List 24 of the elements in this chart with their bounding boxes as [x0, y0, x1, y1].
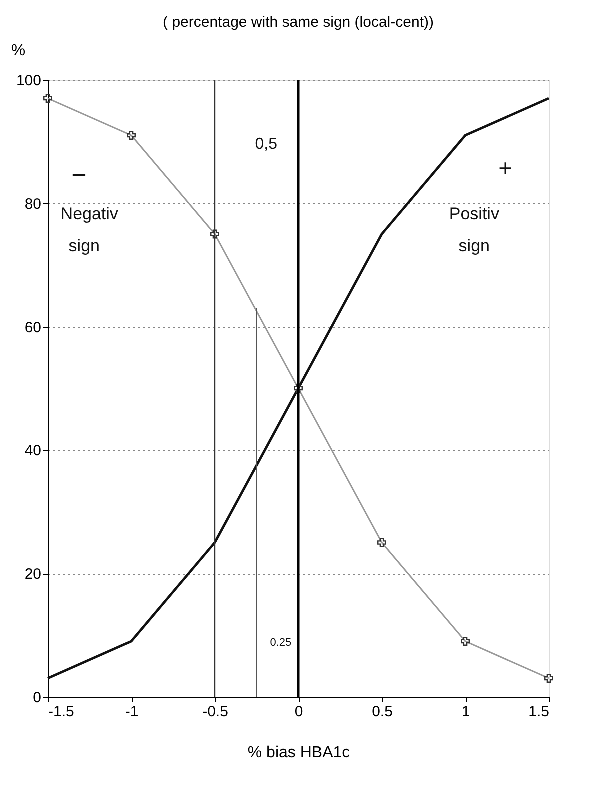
- x-axis-title: % bias HBA1c: [248, 744, 350, 762]
- y-tick-label: 80: [24, 196, 42, 213]
- chart-title: ( percentage with same sign (local-cent)): [163, 14, 434, 31]
- y-tick-label: 100: [16, 72, 42, 90]
- y-tick-label: 60: [24, 319, 42, 336]
- y-tick-label: 20: [24, 566, 42, 584]
- annotation: −: [72, 160, 87, 190]
- y-tick-label: 40: [24, 442, 42, 460]
- x-tick-label: -1.5: [48, 704, 74, 720]
- y-axis-title: %: [11, 42, 26, 60]
- annotation: +: [498, 156, 513, 183]
- x-tick-label: 0: [294, 704, 304, 720]
- annotation: Positiv: [449, 204, 500, 224]
- annotation: 0,5: [255, 136, 278, 153]
- annotation: Negativ: [60, 204, 119, 224]
- annotation: sign: [458, 236, 490, 256]
- x-tick-label: -0.5: [202, 704, 228, 720]
- annotation: 0.25: [270, 637, 292, 650]
- x-tick-label: -1: [125, 704, 139, 720]
- y-tick-label: 0: [33, 690, 42, 706]
- x-tick-label: 1.5: [528, 704, 550, 720]
- x-tick-label: 1: [462, 704, 470, 720]
- annotation: sign: [68, 236, 100, 256]
- x-tick-label: 0.5: [372, 704, 393, 720]
